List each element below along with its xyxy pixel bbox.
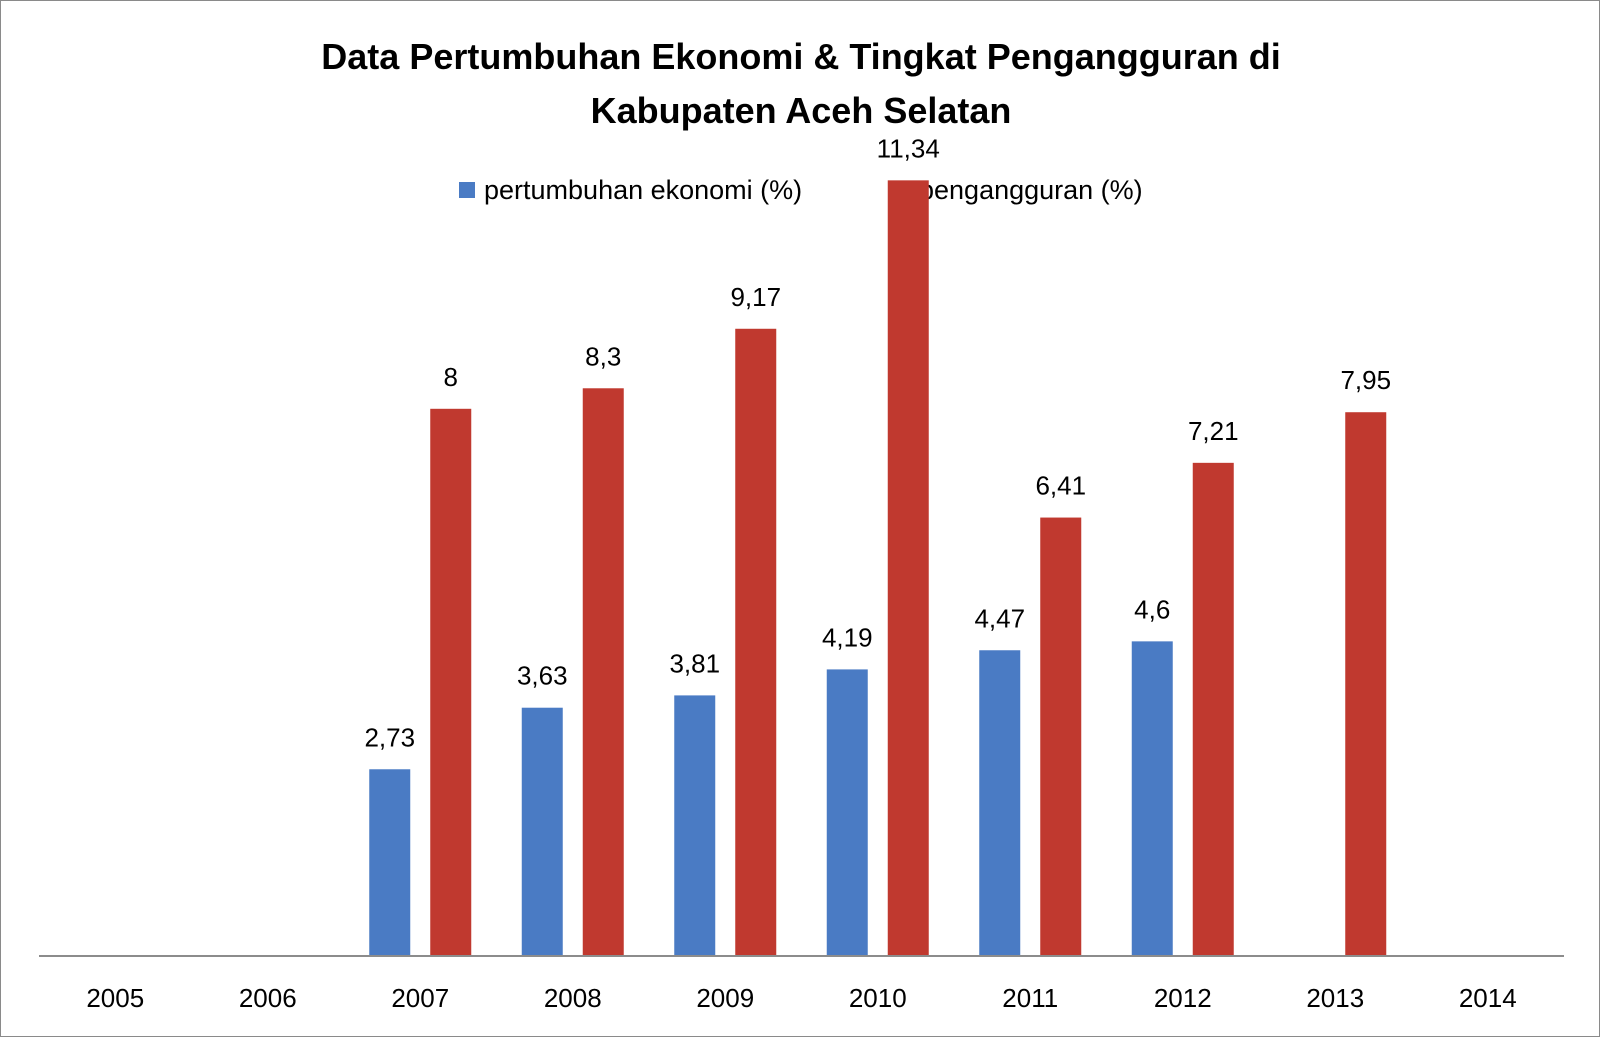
data-label-pengangguran-2010: 11,34 (877, 133, 940, 163)
bar-pertumbuhan-2010 (826, 669, 868, 956)
bar-pengangguran-2011 (1040, 517, 1082, 956)
bar-pertumbuhan-2012 (1131, 641, 1173, 956)
x-tick-label-2011: 2011 (1002, 983, 1058, 1013)
legend-swatch-pertumbuhan (459, 182, 475, 198)
x-tick-label-2010: 2010 (849, 983, 907, 1013)
bar-pengangguran-2007 (430, 408, 472, 956)
x-tick-label-2012: 2012 (1154, 983, 1212, 1013)
data-label-pengangguran-2008: 8,3 (585, 341, 621, 371)
chart-title: Data Pertumbuhan Ekonomi & Tingkat Penga… (321, 36, 1280, 131)
bar-pertumbuhan-2007 (369, 769, 411, 956)
x-tick-label-2009: 2009 (696, 983, 754, 1013)
bar-pengangguran-2012 (1192, 462, 1234, 956)
x-tick-label-2005: 2005 (86, 983, 144, 1013)
data-label-pengangguran-2012: 7,21 (1188, 416, 1239, 446)
chart-title-line-1: Data Pertumbuhan Ekonomi & Tingkat Penga… (321, 36, 1280, 77)
chart-legend: pertumbuhan ekonomi (%) pengangguran (%) (459, 175, 1143, 205)
data-label-pertumbuhan-2011: 4,47 (974, 603, 1025, 633)
bar-pengangguran-2010 (887, 180, 929, 956)
data-label-pengangguran-2011: 6,41 (1035, 471, 1086, 501)
data-label-pengangguran-2013: 7,95 (1340, 365, 1391, 395)
bar-pertumbuhan-2008 (521, 707, 563, 956)
bar-pertumbuhan-2011 (979, 650, 1021, 956)
x-tick-label-2008: 2008 (544, 983, 602, 1013)
bar-pengangguran-2009 (735, 328, 777, 957)
data-label-pengangguran-2009: 9,17 (730, 282, 781, 312)
data-label-pertumbuhan-2010: 4,19 (822, 622, 873, 652)
legend-label-pengangguran: pengangguran (%) (919, 175, 1143, 205)
data-label-pertumbuhan-2008: 3,63 (517, 661, 568, 691)
bars (369, 180, 1387, 957)
x-tick-label-2013: 2013 (1306, 983, 1364, 1013)
x-axis-tick-labels: 2005 2006 2007 2008 2009 2010 2011 2012 2013 2014 (86, 983, 1516, 1013)
bar-pengangguran-2008 (582, 388, 624, 956)
x-tick-label-2007: 2007 (391, 983, 449, 1013)
data-label-pertumbuhan-2009: 3,81 (669, 648, 720, 678)
data-labels: 2,73 8 3,63 8,3 3,81 9,17 4,19 11,34 4,47 6,41 4,6… (364, 133, 1391, 752)
chart-title-line-2: Kabupaten Aceh Selatan (591, 90, 1012, 131)
bar-pengangguran-2013 (1345, 412, 1387, 957)
x-tick-label-2014: 2014 (1459, 983, 1517, 1013)
legend-label-pertumbuhan: pertumbuhan ekonomi (%) (484, 175, 802, 205)
bar-pertumbuhan-2009 (674, 695, 716, 956)
x-tick-label-2006: 2006 (239, 983, 297, 1013)
data-label-pengangguran-2007: 8 (444, 362, 458, 392)
data-label-pertumbuhan-2007: 2,73 (364, 722, 415, 752)
data-label-pertumbuhan-2012: 4,6 (1134, 594, 1170, 624)
